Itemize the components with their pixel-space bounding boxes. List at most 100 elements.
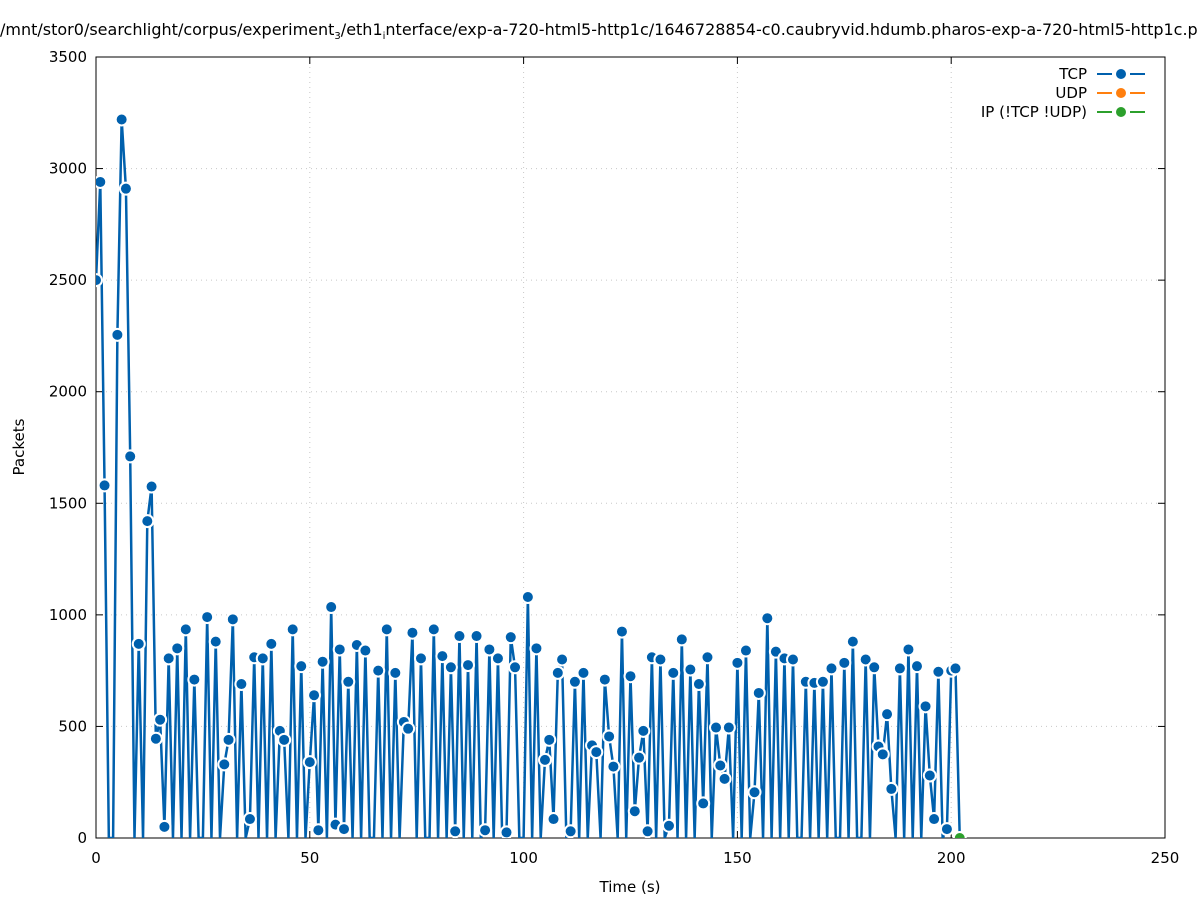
- data-point: [747, 785, 762, 800]
- data-point: [555, 652, 570, 667]
- data-point: [469, 629, 484, 644]
- data-point: [217, 757, 232, 772]
- data-point: [97, 478, 112, 493]
- data-point: [636, 723, 651, 738]
- data-point: [401, 721, 416, 736]
- y-tick-label: 0: [77, 829, 87, 847]
- data-point: [606, 759, 621, 774]
- data-point: [931, 664, 946, 679]
- data-point: [123, 449, 138, 464]
- data-point: [653, 652, 668, 667]
- data-point: [550, 665, 565, 680]
- data-point: [632, 750, 647, 765]
- data-point: [952, 831, 967, 838]
- data-point: [508, 660, 523, 675]
- data-point: [234, 677, 249, 692]
- legend-marker: [1114, 67, 1128, 81]
- data-point: [824, 661, 839, 676]
- data-point: [901, 642, 916, 657]
- data-point: [542, 732, 557, 747]
- data-point: [520, 590, 535, 605]
- data-point: [875, 747, 890, 762]
- data-point: [221, 732, 236, 747]
- y-tick-label: 3000: [49, 160, 87, 178]
- data-point: [294, 659, 309, 674]
- data-point: [785, 652, 800, 667]
- data-point: [405, 625, 420, 640]
- data-point: [691, 677, 706, 692]
- data-point: [302, 755, 317, 770]
- data-point: [640, 824, 655, 838]
- series-line-tcp: [96, 119, 962, 838]
- data-point: [264, 636, 279, 651]
- data-point: [948, 661, 963, 676]
- data-point: [170, 641, 185, 656]
- data-point: [738, 643, 753, 658]
- axis-ticks: 0 50 100 150 200 2500500100015002000250030003…: [49, 48, 1180, 867]
- data-point: [324, 600, 339, 615]
- x-tick-label: 50: [300, 849, 319, 867]
- data-point: [448, 824, 463, 838]
- data-point: [567, 674, 582, 689]
- data-point: [627, 804, 642, 819]
- data-point: [285, 622, 300, 637]
- data-point: [208, 634, 223, 649]
- data-point: [503, 630, 518, 645]
- data-point: [426, 622, 441, 637]
- y-tick-label: 2000: [49, 383, 87, 401]
- data-point: [277, 732, 292, 747]
- legend-label: TCP: [1058, 65, 1087, 83]
- data-point: [96, 174, 108, 189]
- data-point: [713, 758, 728, 773]
- y-tick-label: 1500: [49, 494, 87, 512]
- legend-label: UDP: [1055, 84, 1087, 102]
- data-point: [482, 642, 497, 657]
- x-tick-label: 200: [937, 849, 966, 867]
- data-point: [443, 660, 458, 675]
- data-point: [157, 819, 172, 834]
- legend-label: IP (!TCP !UDP): [981, 103, 1087, 121]
- data-point: [661, 818, 676, 833]
- data-point: [358, 643, 373, 658]
- data-point: [614, 624, 629, 639]
- chart-title: /mnt/stor0/searchlight/corpus/experiment…: [0, 20, 1197, 42]
- data-point: [623, 669, 638, 684]
- data-point: [867, 660, 882, 675]
- data-point: [96, 273, 103, 288]
- data-point: [597, 672, 612, 687]
- data-point: [337, 822, 352, 837]
- x-axis-label: Time (s): [599, 878, 661, 896]
- data-point: [709, 720, 724, 735]
- title-text: nterface/exp-a-720-html5-http1c/16467288…: [385, 20, 1197, 39]
- data-point: [118, 181, 133, 196]
- data-point: [892, 661, 907, 676]
- data-point: [478, 823, 493, 838]
- data-point: [311, 823, 326, 838]
- data-point: [341, 674, 356, 689]
- data-point: [927, 812, 942, 827]
- data-point: [589, 745, 604, 760]
- data-point: [110, 327, 125, 342]
- y-tick-label: 1000: [49, 606, 87, 624]
- data-point: [332, 642, 347, 657]
- data-point: [602, 729, 617, 744]
- legend-marker: [1114, 105, 1128, 119]
- data-point: [537, 752, 552, 767]
- x-tick-label: 100: [509, 849, 538, 867]
- plot-border: [95, 56, 1166, 839]
- data-point: [700, 650, 715, 665]
- data-point: [880, 707, 895, 722]
- data-point: [721, 720, 736, 735]
- data-point: [666, 665, 681, 680]
- data-point: [837, 655, 852, 670]
- data-point: [696, 796, 711, 811]
- data-point: [815, 674, 830, 689]
- data-point: [435, 649, 450, 664]
- data-point: [845, 634, 860, 649]
- x-tick-label: 150: [723, 849, 752, 867]
- data-point: [200, 610, 215, 625]
- data-point: [461, 658, 476, 673]
- data-point: [717, 771, 732, 786]
